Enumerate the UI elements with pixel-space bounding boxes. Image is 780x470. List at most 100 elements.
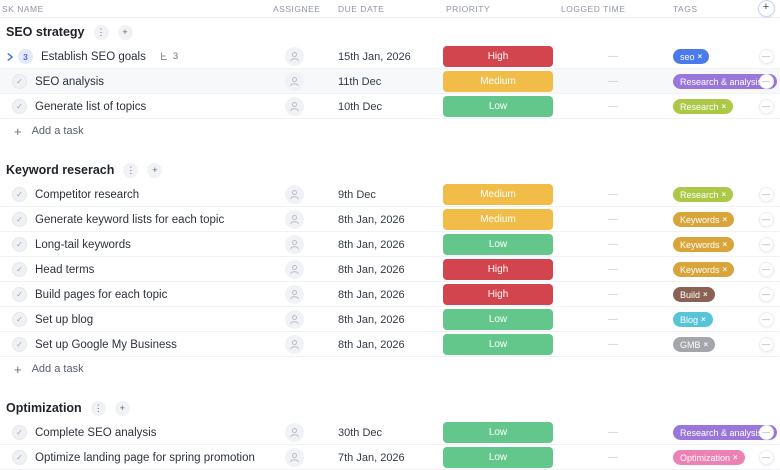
due-date-cell[interactable]: 8th Jan, 2026 (338, 263, 405, 276)
assignee-avatar[interactable] (284, 335, 304, 354)
task-row[interactable]: ✓ Competitor research 9th Dec Medium — R… (0, 182, 780, 207)
column-header-logged-time[interactable]: LOGGED TIME (561, 3, 626, 14)
group-add-icon[interactable]: + (114, 400, 130, 416)
due-date-cell[interactable]: 15th Jan, 2026 (338, 50, 411, 63)
logged-time-cell[interactable]: — (608, 101, 618, 112)
tag-pill[interactable]: Blog × (673, 312, 713, 327)
task-check-icon[interactable]: ✓ (12, 187, 27, 202)
group-add-icon[interactable]: + (117, 24, 133, 40)
assignee-avatar[interactable] (284, 72, 304, 91)
priority-badge[interactable]: Low (443, 309, 553, 330)
row-more-button[interactable]: — (758, 450, 774, 465)
task-name[interactable]: Set up Google My Business (35, 338, 177, 351)
priority-badge[interactable]: Low (443, 447, 553, 468)
task-name[interactable]: Generate list of topics (35, 100, 147, 113)
row-more-button[interactable]: — (758, 312, 774, 327)
task-name[interactable]: Complete SEO analysis (35, 426, 157, 439)
task-row[interactable]: ✓ Generate keyword lists for each topic … (0, 207, 780, 232)
task-row[interactable]: ✓ Head terms 8th Jan, 2026 High — Keywor… (0, 257, 780, 282)
assignee-avatar[interactable] (284, 97, 304, 116)
task-name[interactable]: Head terms (35, 263, 95, 276)
task-row[interactable]: ✓ Set up Google My Business 8th Jan, 202… (0, 332, 780, 357)
task-row[interactable]: ✓ Optimize landing page for spring promo… (0, 445, 780, 470)
task-name[interactable]: Set up blog (35, 313, 94, 326)
row-more-button[interactable]: — (758, 187, 774, 202)
logged-time-cell[interactable]: — (608, 214, 618, 225)
due-date-cell[interactable]: 8th Jan, 2026 (338, 338, 405, 351)
priority-badge[interactable]: Low (443, 422, 553, 443)
priority-badge[interactable]: High (443, 259, 553, 280)
task-name[interactable]: SEO analysis (35, 75, 105, 88)
task-name[interactable]: Long-tail keywords (35, 238, 131, 251)
assignee-avatar[interactable] (284, 210, 304, 229)
subtask-indicator[interactable]: 3 (159, 51, 178, 62)
task-row[interactable]: ✓ Complete SEO analysis 30th Dec Low — R… (0, 420, 780, 445)
logged-time-cell[interactable]: — (608, 339, 618, 350)
logged-time-cell[interactable]: — (608, 239, 618, 250)
priority-badge[interactable]: Low (443, 96, 553, 117)
column-header-assignee[interactable]: ASSIGNEE (273, 3, 321, 14)
row-more-button[interactable]: — (758, 212, 774, 227)
column-header-priority[interactable]: PRIORITY (446, 3, 491, 14)
group-menu-icon[interactable]: ⋮ (123, 162, 139, 178)
task-name[interactable]: Establish SEO goals (41, 50, 146, 63)
task-check-icon[interactable]: ✓ (12, 287, 27, 302)
due-date-cell[interactable]: 10th Dec (338, 100, 383, 113)
logged-time-cell[interactable]: — (608, 427, 618, 438)
task-row[interactable]: ✓ Build pages for each topic 8th Jan, 20… (0, 282, 780, 307)
priority-badge[interactable]: High (443, 46, 553, 67)
task-check-icon[interactable]: ✓ (12, 237, 27, 252)
task-row[interactable]: ✓ SEO analysis 11th Dec Medium — Researc… (0, 69, 780, 94)
column-header-tags[interactable]: TAGS (673, 3, 698, 14)
task-check-icon[interactable]: ✓ (12, 99, 27, 114)
due-date-cell[interactable]: 9th Dec (338, 188, 376, 201)
task-row[interactable]: ✓ Set up blog 8th Jan, 2026 Low — Blog × (0, 307, 780, 332)
assignee-avatar[interactable] (284, 285, 304, 304)
logged-time-cell[interactable]: — (608, 51, 618, 62)
assignee-avatar[interactable] (284, 235, 304, 254)
priority-badge[interactable]: Low (443, 334, 553, 355)
task-name[interactable]: Optimize landing page for spring promoti… (35, 451, 255, 464)
tag-remove-icon[interactable]: × (703, 340, 709, 349)
add-task-button[interactable]: + Add a task (0, 357, 780, 381)
assignee-avatar[interactable] (284, 47, 304, 66)
subtask-count-badge[interactable]: 3 (18, 49, 33, 64)
tag-remove-icon[interactable]: × (721, 190, 727, 199)
add-column-button[interactable]: + (757, 0, 775, 17)
due-date-cell[interactable]: 8th Jan, 2026 (338, 213, 405, 226)
tag-remove-icon[interactable]: × (722, 240, 728, 249)
logged-time-cell[interactable]: — (608, 452, 618, 463)
tag-pill[interactable]: Keywords × (673, 237, 735, 252)
row-more-button[interactable]: — (758, 262, 774, 277)
assignee-avatar[interactable] (284, 185, 304, 204)
priority-badge[interactable]: Medium (443, 209, 553, 230)
tag-pill[interactable]: Build × (673, 287, 715, 302)
tag-remove-icon[interactable]: × (701, 315, 706, 324)
due-date-cell[interactable]: 30th Dec (338, 426, 383, 439)
tag-remove-icon[interactable]: × (722, 215, 728, 224)
logged-time-cell[interactable]: — (608, 189, 618, 200)
tag-pill[interactable]: Research × (673, 187, 734, 202)
priority-badge[interactable]: Low (443, 234, 553, 255)
task-name[interactable]: Build pages for each topic (35, 288, 168, 301)
logged-time-cell[interactable]: — (608, 289, 618, 300)
column-header-task-name[interactable]: SK NAME (2, 3, 44, 14)
task-row[interactable]: ✓ Long-tail keywords 8th Jan, 2026 Low —… (0, 232, 780, 257)
tag-pill[interactable]: GMB × (673, 337, 716, 352)
group-menu-icon[interactable]: ⋮ (93, 24, 109, 40)
row-more-button[interactable]: — (758, 237, 774, 252)
tag-remove-icon[interactable]: × (703, 290, 708, 299)
row-more-button[interactable]: — (758, 99, 774, 114)
task-check-icon[interactable]: ✓ (12, 312, 27, 327)
tag-remove-icon[interactable]: × (697, 52, 703, 61)
tag-pill[interactable]: seo × (673, 49, 710, 64)
add-task-button[interactable]: + Add a task (0, 119, 780, 143)
row-more-button[interactable]: — (758, 74, 774, 89)
tag-remove-icon[interactable]: × (721, 102, 727, 111)
priority-badge[interactable]: Medium (443, 184, 553, 205)
assignee-avatar[interactable] (284, 310, 304, 329)
row-more-button[interactable]: — (758, 287, 774, 302)
logged-time-cell[interactable]: — (608, 264, 618, 275)
tag-remove-icon[interactable]: × (733, 453, 738, 462)
priority-badge[interactable]: Medium (443, 71, 553, 92)
